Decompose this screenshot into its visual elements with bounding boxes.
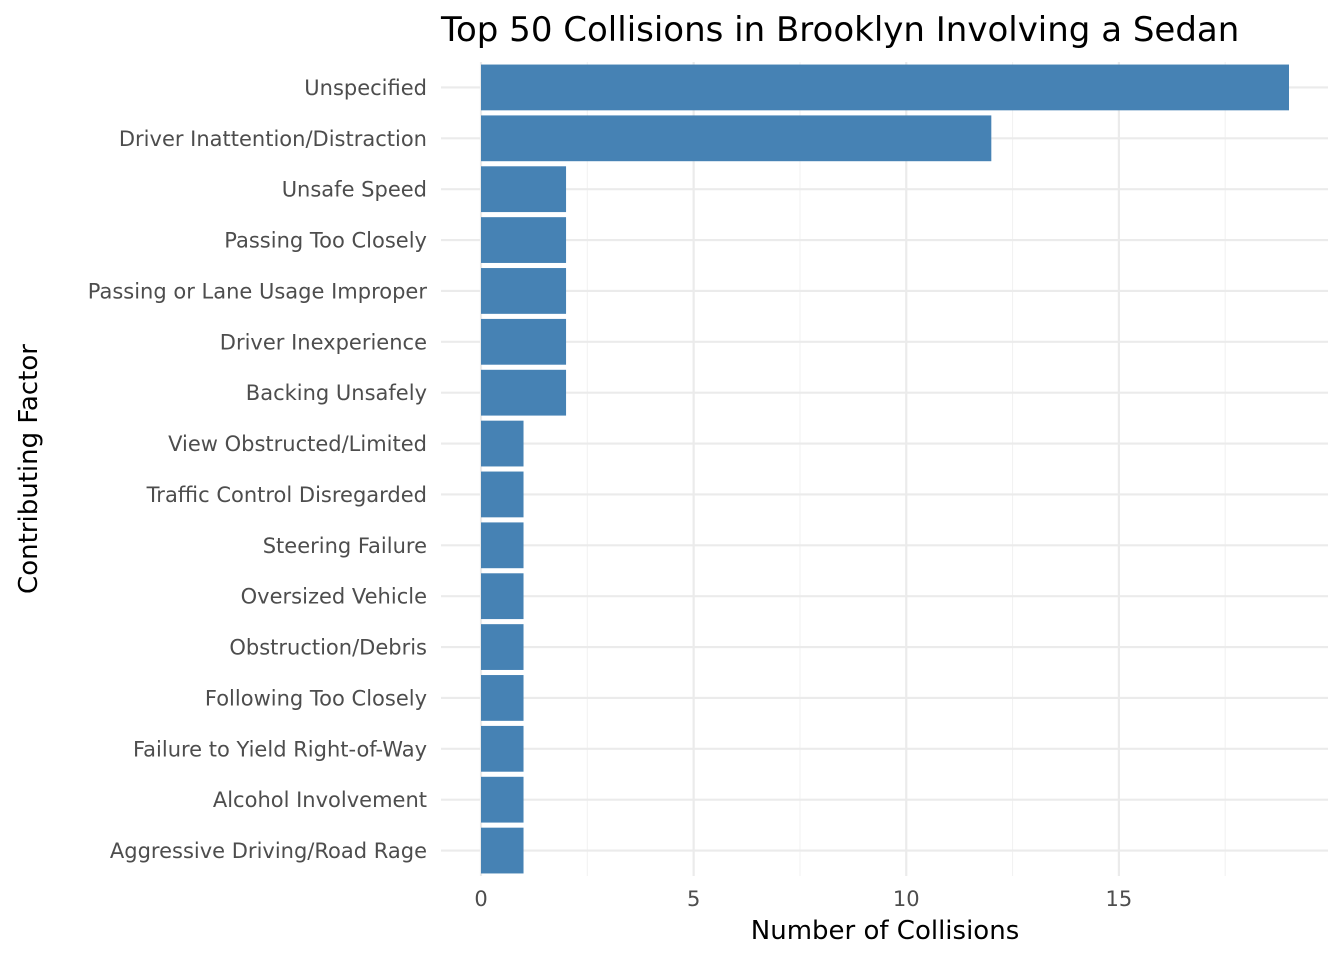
bar [481, 268, 567, 314]
y-tick-label: Unsafe Speed [282, 178, 427, 202]
bar [481, 827, 524, 874]
y-tick-labels: Unspecified Driver Inattention/Distractio… [88, 76, 428, 863]
bar [481, 776, 524, 823]
y-tick-label: Driver Inexperience [220, 330, 427, 354]
y-tick-label: Traffic Control Disregarded [146, 483, 427, 507]
x-axis-title: Number of Collisions [751, 916, 1019, 946]
y-tick-label: Passing or Lane Usage Improper [88, 279, 428, 303]
y-tick-label: Oversized Vehicle [241, 585, 427, 609]
bar [481, 166, 567, 213]
chart-title: Top 50 Collisions in Brooklyn Involving … [440, 10, 1239, 50]
y-tick-label: Unspecified [304, 76, 427, 100]
y-tick-label: Driver Inattention/Distraction [119, 127, 427, 151]
bar [481, 725, 524, 772]
bar [481, 573, 524, 620]
bar [481, 624, 524, 670]
grid-layer [441, 62, 1328, 876]
y-tick-label: Failure to Yield Right-of-Way [133, 737, 427, 761]
bar [481, 420, 524, 467]
x-tick-label: 15 [1106, 887, 1133, 911]
x-tick-label: 5 [687, 887, 700, 911]
x-tick-labels: 0 5 10 15 [474, 887, 1132, 911]
y-tick-label: Alcohol Involvement [213, 788, 427, 812]
bar [481, 115, 992, 162]
y-axis-title: Contributing Factor [14, 344, 44, 594]
bar [481, 675, 524, 721]
bar [481, 471, 524, 518]
bar [481, 522, 524, 569]
bar [481, 318, 567, 365]
y-tick-label: Obstruction/Debris [229, 636, 427, 660]
y-tick-label: Aggressive Driving/Road Rage [110, 839, 427, 863]
y-tick-label: Following Too Closely [205, 686, 427, 710]
x-tick-label: 10 [893, 887, 920, 911]
y-tick-label: Steering Failure [263, 534, 427, 558]
bar-layer [481, 64, 1289, 874]
bar [481, 64, 1289, 111]
y-tick-label: Passing Too Closely [224, 229, 427, 253]
bar [481, 369, 567, 416]
x-tick-label: 0 [474, 887, 487, 911]
bar [481, 217, 567, 263]
y-tick-label: Backing Unsafely [246, 381, 427, 405]
y-tick-label: View Obstructed/Limited [168, 432, 427, 456]
